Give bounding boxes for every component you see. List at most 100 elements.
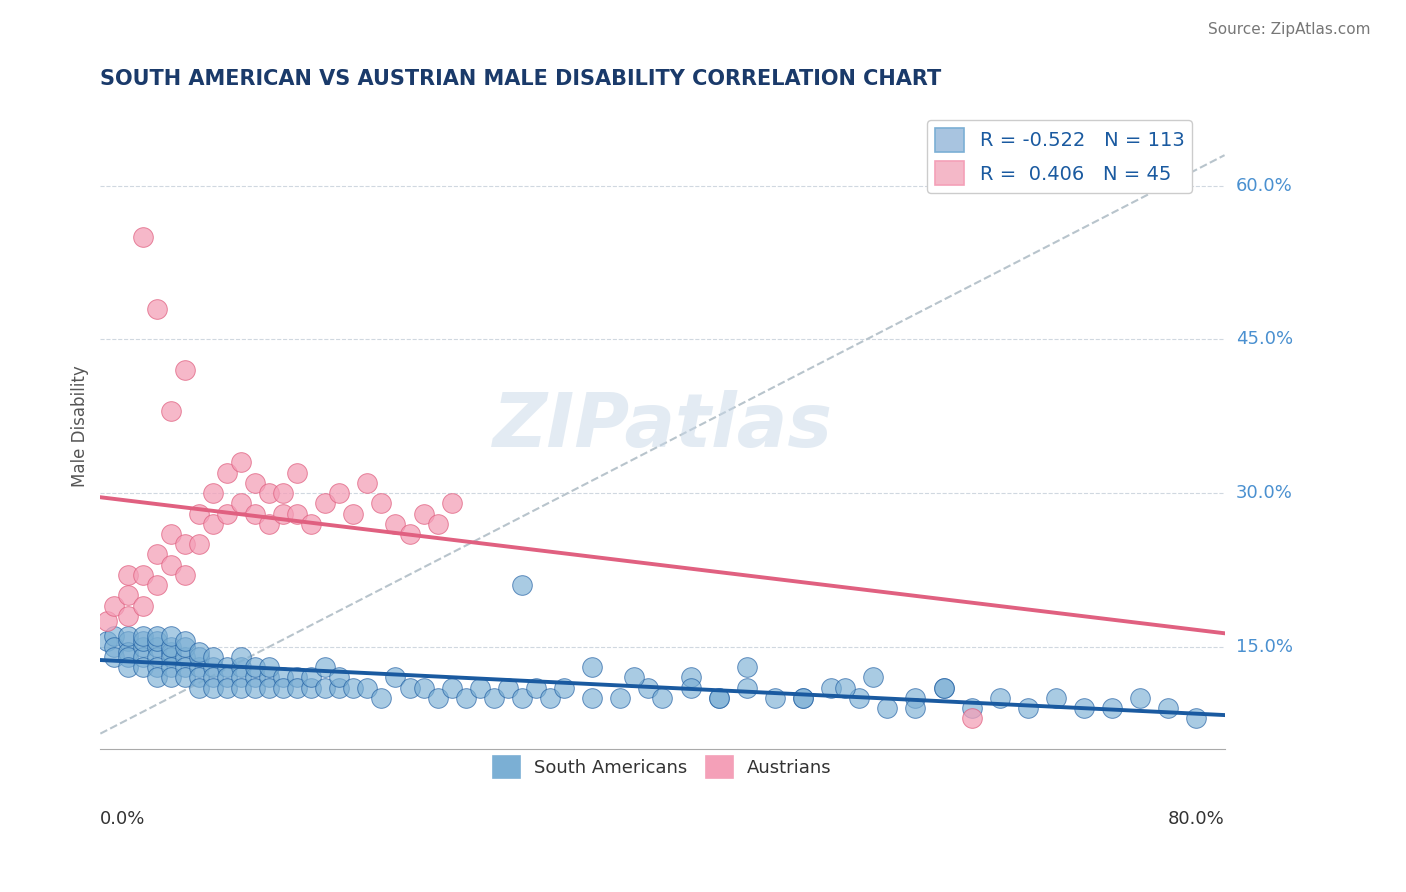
Point <box>131 599 153 613</box>
Point <box>159 645 181 659</box>
Point <box>482 690 505 705</box>
Point <box>426 690 449 705</box>
Text: SOUTH AMERICAN VS AUSTRIAN MALE DISABILITY CORRELATION CHART: SOUTH AMERICAN VS AUSTRIAN MALE DISABILI… <box>100 69 942 88</box>
Point <box>243 660 266 674</box>
Point <box>187 670 209 684</box>
Point <box>820 681 842 695</box>
Point <box>679 670 702 684</box>
Point <box>243 507 266 521</box>
Point <box>510 578 533 592</box>
Point <box>904 690 927 705</box>
Point <box>257 681 280 695</box>
Point <box>173 634 195 648</box>
Point <box>328 681 350 695</box>
Point <box>117 568 139 582</box>
Point <box>581 660 603 674</box>
Y-axis label: Male Disability: Male Disability <box>72 366 89 487</box>
Point <box>342 507 364 521</box>
Point <box>412 681 434 695</box>
Point <box>187 649 209 664</box>
Point <box>707 690 730 705</box>
Point <box>328 486 350 500</box>
Point <box>932 681 955 695</box>
Point <box>299 681 322 695</box>
Point <box>229 670 252 684</box>
Point <box>1045 690 1067 705</box>
Point <box>159 629 181 643</box>
Point <box>215 670 238 684</box>
Point <box>159 404 181 418</box>
Point <box>145 578 167 592</box>
Text: Source: ZipAtlas.com: Source: ZipAtlas.com <box>1208 22 1371 37</box>
Point <box>187 660 209 674</box>
Point <box>229 455 252 469</box>
Point <box>960 711 983 725</box>
Point <box>201 681 224 695</box>
Point <box>285 681 308 695</box>
Point <box>609 690 631 705</box>
Point <box>117 660 139 674</box>
Point <box>145 548 167 562</box>
Point <box>848 690 870 705</box>
Point <box>117 608 139 623</box>
Point <box>145 649 167 664</box>
Point <box>735 660 758 674</box>
Point <box>145 640 167 654</box>
Point <box>243 681 266 695</box>
Point <box>215 681 238 695</box>
Point <box>201 486 224 500</box>
Point <box>707 690 730 705</box>
Point <box>792 690 814 705</box>
Point <box>173 568 195 582</box>
Point <box>623 670 645 684</box>
Point <box>988 690 1011 705</box>
Point <box>412 507 434 521</box>
Point <box>960 701 983 715</box>
Point <box>131 660 153 674</box>
Point <box>117 629 139 643</box>
Point <box>229 660 252 674</box>
Point <box>384 516 406 531</box>
Point <box>1073 701 1095 715</box>
Point <box>215 466 238 480</box>
Point <box>187 681 209 695</box>
Point <box>131 649 153 664</box>
Point <box>187 507 209 521</box>
Point <box>1017 701 1039 715</box>
Point <box>581 690 603 705</box>
Point <box>271 507 294 521</box>
Point <box>145 629 167 643</box>
Point <box>510 690 533 705</box>
Point <box>862 670 884 684</box>
Point <box>468 681 491 695</box>
Point <box>215 660 238 674</box>
Point <box>131 568 153 582</box>
Point <box>243 475 266 490</box>
Point <box>356 475 378 490</box>
Point <box>398 527 420 541</box>
Point <box>285 670 308 684</box>
Point <box>257 660 280 674</box>
Point <box>1185 711 1208 725</box>
Point <box>229 649 252 664</box>
Text: ZIPatlas: ZIPatlas <box>492 390 832 463</box>
Point <box>173 537 195 551</box>
Point <box>1157 701 1180 715</box>
Point <box>679 681 702 695</box>
Point <box>103 649 125 664</box>
Point <box>229 681 252 695</box>
Point <box>145 301 167 316</box>
Point <box>271 670 294 684</box>
Point <box>229 496 252 510</box>
Point <box>384 670 406 684</box>
Point <box>159 670 181 684</box>
Point <box>876 701 898 715</box>
Point <box>735 681 758 695</box>
Point <box>173 640 195 654</box>
Point <box>103 599 125 613</box>
Point <box>1101 701 1123 715</box>
Point <box>173 660 195 674</box>
Point <box>763 690 786 705</box>
Text: 45.0%: 45.0% <box>1236 330 1294 349</box>
Point <box>145 670 167 684</box>
